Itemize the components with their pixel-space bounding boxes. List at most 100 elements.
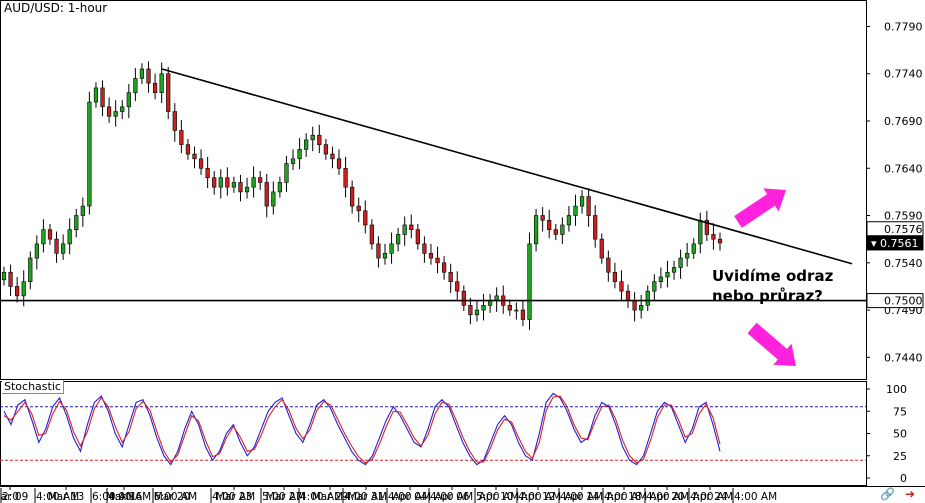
- candle-body: [409, 224, 414, 231]
- chart-title: AUD/USD: 1-hour: [2, 1, 110, 15]
- date-tick-label: Apr 14: [565, 491, 600, 503]
- breakdown-down-arrow: [747, 322, 797, 366]
- breakout-up-arrow-shape: [734, 188, 786, 228]
- candle-body: [415, 229, 420, 245]
- date-tick-label: Mar 29: [312, 491, 349, 503]
- candle-body: [698, 219, 703, 245]
- candle-body: [685, 253, 690, 259]
- price-ytick-label: 0.7640: [884, 162, 923, 175]
- candle-body: [166, 73, 171, 112]
- candle-body: [1, 271, 7, 281]
- candle-body: [192, 153, 197, 160]
- candle-body: [28, 257, 33, 282]
- candle-body: [41, 229, 46, 245]
- candle-body: [310, 134, 315, 141]
- candle-body: [527, 243, 532, 320]
- candle-body: [606, 257, 611, 273]
- price-ytick-label: 0.7690: [884, 115, 923, 128]
- candle-body: [179, 130, 184, 145]
- time-axis: Mar 09 Mar 13 Mar 16 Mar 20 Mar 23 Mar 27 Mar …: [0, 486, 925, 503]
- time-tick-label: 4:00 AM: [36, 491, 79, 503]
- candle-body: [290, 158, 296, 164]
- candle-body: [540, 215, 545, 221]
- candle-body: [106, 106, 112, 117]
- price-panel: 0.7790 0.7740 0.7690 0.7640 0.7590 0.7540 0.74…: [0, 0, 924, 380]
- date-tick-label: Mar 31: [348, 491, 385, 503]
- candle-body: [625, 290, 631, 301]
- candle-body: [507, 305, 512, 311]
- candle-body: [172, 111, 177, 131]
- date-tick-label: Apr 10: [479, 491, 514, 503]
- time-tick-label: 4:00 AM: [430, 491, 473, 503]
- date-tick-label: Apr 18: [607, 491, 642, 503]
- candle-body: [100, 87, 105, 108]
- candle-body: [671, 267, 677, 273]
- stoch-ytick-label: 75: [893, 405, 907, 418]
- annotation-text: Uvidíme odraz nebo průraz?: [712, 266, 833, 306]
- date-tick-label: Mar 20: [154, 491, 191, 503]
- time-tick-label: 4:00 AM: [734, 491, 777, 503]
- candle-body: [402, 224, 407, 235]
- price-ytick-label: 0.7540: [884, 257, 923, 270]
- candle-body: [343, 167, 348, 188]
- candle-body: [251, 177, 256, 188]
- time-tick-label: 4:00 AM: [604, 491, 647, 503]
- candle-body: [461, 290, 466, 306]
- candle-body: [579, 196, 585, 207]
- stochastic-panel: 100 75 50 25 0: [0, 381, 907, 486]
- candle-body: [665, 271, 670, 278]
- candle-body: [126, 92, 131, 108]
- candle-body: [593, 215, 598, 240]
- price-panel-frame: [0, 0, 867, 380]
- time-tick-label: 6:00 AM: [92, 491, 135, 503]
- stoch-ytick-label: 0: [900, 472, 907, 485]
- candle-body: [514, 309, 519, 312]
- stochastic-title: Stochastic: [2, 380, 64, 394]
- candle-body: [61, 243, 66, 254]
- resistance-trendline: [161, 68, 853, 265]
- breakout-up-arrow: [734, 188, 786, 228]
- time-tick-label: 4:00 AM: [108, 491, 151, 503]
- stoch-ytick-label: 50: [893, 428, 907, 441]
- candle-body: [619, 281, 624, 292]
- time-tick-label: 5:00 AM: [262, 491, 305, 503]
- annotation-line: Uvidíme odraz: [712, 267, 834, 285]
- price-ytick-label: 0.7440: [884, 351, 923, 364]
- price-tag-label: ▾ 0.7561: [871, 237, 919, 250]
- candle-body: [573, 205, 578, 216]
- candle-body: [258, 177, 263, 183]
- candle-body: [717, 238, 723, 244]
- annotation-line: nebo průraz?: [712, 287, 823, 305]
- candle-body: [455, 281, 460, 292]
- candle-body: [218, 177, 223, 188]
- candle-body: [435, 257, 440, 264]
- time-tick-label: 4:00 AM: [560, 491, 603, 503]
- price-ytick-label: 0.7790: [884, 20, 923, 33]
- candle-body: [93, 87, 99, 103]
- date-tick-label: Apr 12: [521, 491, 556, 503]
- stoch-main-line: [3, 392, 721, 466]
- candle-body: [586, 196, 591, 216]
- exit-icon[interactable]: ➜: [904, 487, 915, 501]
- candle-body: [382, 253, 388, 259]
- date-tick-label: Mar 23: [216, 491, 253, 503]
- candle-body: [566, 215, 572, 226]
- candle-body: [356, 205, 361, 212]
- candle-body: [159, 73, 164, 93]
- link-icon[interactable]: 🔗: [880, 487, 896, 501]
- date-tick-label: Apr 20: [650, 491, 685, 503]
- candle-body: [271, 191, 276, 207]
- stoch-ytick-label: 25: [893, 450, 907, 463]
- candle-body: [47, 229, 53, 240]
- candle-body: [678, 257, 683, 268]
- candle-body: [533, 215, 539, 245]
- time-tick-label: 4:00 AM: [646, 491, 689, 503]
- candle-body: [396, 234, 401, 245]
- price-tag-box: [866, 293, 924, 309]
- candle-body: [711, 234, 716, 240]
- candle-body: [639, 305, 644, 311]
- candle-body: [304, 139, 309, 150]
- candle-body: [704, 219, 709, 235]
- candle-body: [185, 144, 191, 155]
